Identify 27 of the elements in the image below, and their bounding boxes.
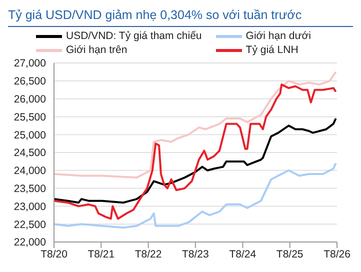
y-tick-label: 24,500 (14, 147, 46, 160)
x-tick-label: T8/23 (182, 248, 210, 260)
y-tick-label: 27,000 (14, 58, 46, 70)
x-tick-label: T8/21 (88, 248, 115, 260)
y-tick-label: 25,000 (14, 129, 46, 142)
y-tick-label: 25,500 (14, 111, 46, 124)
x-tick-label: T8/24 (229, 248, 256, 260)
chart-title: Tỷ giá USD/VND giảm nhẹ 0,304% so với tuần trước (8, 8, 353, 27)
x-tick-label: T8/22 (134, 248, 162, 260)
y-tick-label: 23,000 (14, 200, 46, 213)
x-tick-label: T8/20 (40, 248, 68, 260)
y-tick-label: 22,500 (14, 218, 46, 231)
legend-label: Tỷ giá LNH (246, 43, 298, 57)
legend-label: Giới hạn dưới (246, 29, 311, 43)
line-series (54, 117, 337, 204)
y-tick-label: 22,000 (14, 236, 46, 249)
line-series (54, 83, 337, 220)
line-series (54, 70, 337, 179)
y-tick-label: 26,500 (14, 76, 46, 88)
legend-label: USD/VND: Tỷ giá tham chiếu (66, 29, 202, 43)
x-tick-label: T8/26 (324, 248, 351, 260)
legend-label: Giới hạn trên (66, 43, 128, 57)
x-tick-label: T8/25 (276, 248, 304, 260)
y-tick-label: 23,500 (14, 183, 46, 196)
line-series (54, 162, 337, 229)
y-tick-label: 26,000 (14, 94, 46, 106)
y-tick-label: 24,000 (14, 165, 46, 178)
